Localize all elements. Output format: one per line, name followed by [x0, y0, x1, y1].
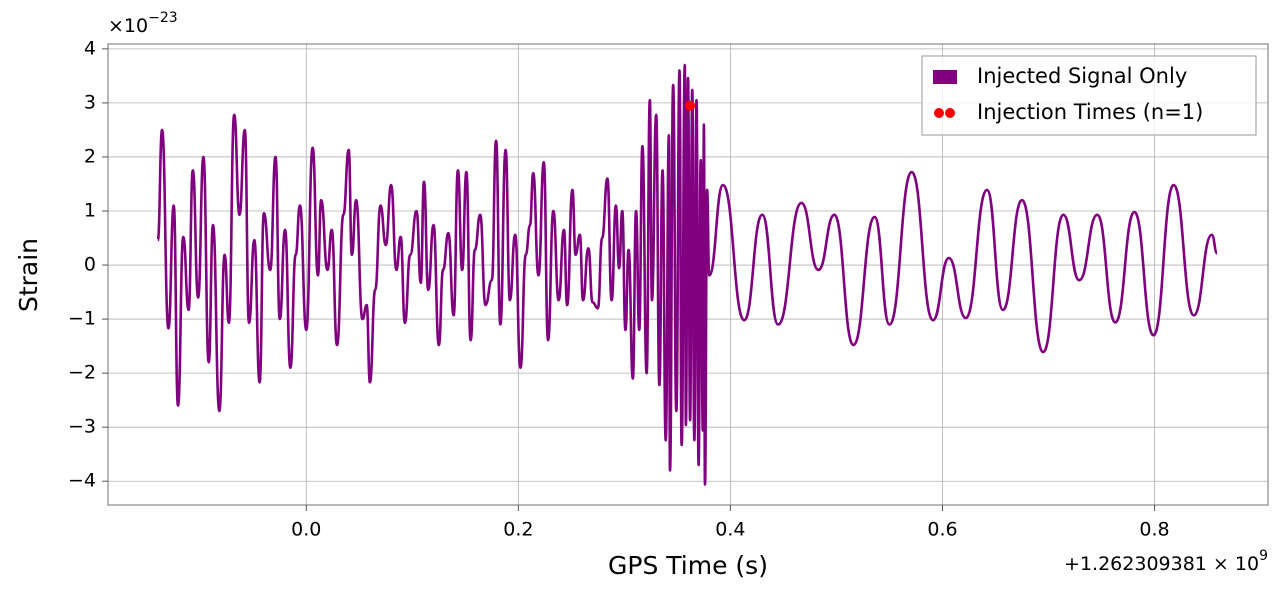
y-tick-label: −3 — [68, 416, 96, 438]
x-axis-label: GPS Time (s) — [608, 551, 768, 580]
x-tick-label: 0.6 — [927, 519, 957, 541]
y-offset-exponent: −23 — [148, 10, 178, 26]
x-tick-label: 0.2 — [503, 519, 533, 541]
y-tick-label: −2 — [68, 362, 96, 384]
x-offset-exponent: 9 — [1259, 548, 1268, 564]
legend-marker — [945, 108, 955, 118]
y-tick-label: 3 — [84, 91, 96, 113]
legend-swatch — [933, 70, 957, 84]
injection-marker — [685, 100, 696, 111]
x-tick-label: 0.4 — [715, 519, 745, 541]
y-axis-label: Strain — [14, 238, 43, 312]
legend-marker — [934, 108, 944, 118]
y-tick-label: −4 — [68, 470, 96, 492]
x-offset-base: +1.262309381 × 10 — [1064, 553, 1259, 575]
y-tick-label: 0 — [84, 254, 96, 276]
legend-box — [921, 55, 1257, 136]
plot-area — [156, 63, 1219, 486]
y-tick-label: 2 — [84, 145, 96, 167]
legend-label: Injected Signal Only — [977, 64, 1187, 88]
legend-label: Injection Times (n=1) — [977, 100, 1203, 124]
y-tick-label: 4 — [84, 37, 96, 59]
y-tick-label: 1 — [84, 199, 96, 221]
legend: Injected Signal Only Injection Times (n=1… — [921, 55, 1257, 136]
x-tick-label: 0.0 — [291, 519, 321, 541]
x-offset-text: +1.262309381 × 109 — [1064, 548, 1268, 575]
signal-line — [156, 63, 1219, 486]
x-tick-label: 0.8 — [1139, 519, 1169, 541]
y-offset-base: ×10 — [108, 15, 148, 37]
axes-frame — [107, 43, 1269, 506]
y-tick-label: −1 — [68, 308, 96, 330]
y-offset-text: ×10−23 — [108, 10, 178, 37]
